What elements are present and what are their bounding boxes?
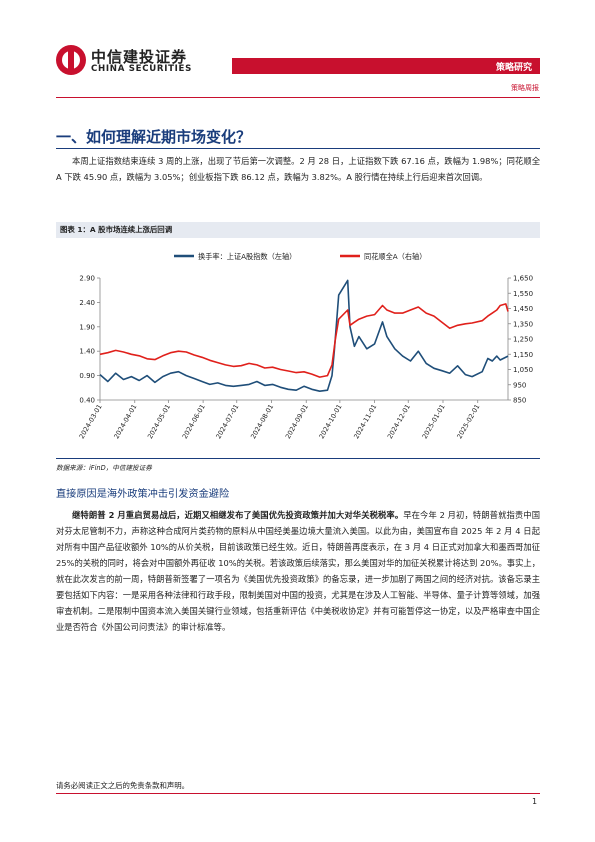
footer-divider	[56, 793, 540, 794]
y-left-tick-label: 2.40	[79, 299, 95, 307]
disclaimer-note: 请务必阅读正文之后的免责条款和声明。	[56, 781, 190, 790]
section-title: 一、如何理解近期市场变化？	[56, 128, 252, 146]
header-divider	[56, 97, 540, 98]
subheading: 直接原因是海外政策冲击引发资金避险	[56, 489, 230, 500]
y-right-tick-label: 1,550	[513, 290, 533, 298]
x-tick-label: 2025-02-01	[455, 403, 481, 440]
report-type-tag: 策略研究	[495, 63, 532, 73]
x-tick-label: 2024-12-01	[386, 403, 412, 440]
page-number: 1	[532, 797, 538, 806]
y-left-tick-label: 2.90	[79, 275, 95, 283]
y-left-tick-label: 0.40	[79, 397, 95, 405]
paragraph-body: 继特朗普 2 月重启贸易战后，近期又相继发布了美国优先投资政策并加大对华关税税率…	[56, 507, 540, 635]
paragraph-lead-bold: 继特朗普 2 月重启贸易战后，近期又相继发布了美国优先投资政策并加大对华关税税率…	[72, 510, 404, 520]
logo-mark-icon	[56, 45, 86, 75]
x-tick-label: 2024-07-01	[214, 403, 240, 440]
y-left-tick-label: 0.90	[79, 372, 95, 380]
y-right-tick-label: 850	[513, 397, 526, 405]
y-left-tick-label: 1.90	[79, 323, 95, 331]
source-divider	[56, 458, 540, 459]
legend: 换手率：上证A股指数（左轴） 同花顺全A（右轴）	[174, 252, 426, 261]
figure-title: 图表 1：A 股市场连续上涨后回调	[56, 222, 540, 238]
series-line-turnover	[99, 279, 509, 392]
section-divider	[56, 148, 540, 149]
x-tick-label: 2024-03-01	[78, 403, 104, 440]
logo-en-text: CHINA SECURITIES	[91, 64, 193, 74]
paragraph-intro: 本周上证指数结束连续 3 周的上涨，出现了节后第一次调整。2 月 28 日，上证…	[56, 156, 540, 182]
y-right-tick-label: 950	[513, 381, 526, 389]
x-tick-label: 2024-06-01	[181, 403, 207, 440]
legend-label-turnover: 换手率：上证A股指数（左轴）	[198, 252, 296, 261]
chart-axes: 2.90 2.40 1.90 1.40 0.90 0.40 1,650 1,550 1,450 1…	[78, 275, 533, 441]
y-right-tick-label: 1,450	[513, 305, 533, 313]
header-bar: 策略研究	[232, 58, 540, 74]
x-tick-label: 2025-01-01	[421, 403, 447, 440]
x-tick-label: 2024-10-01	[318, 403, 344, 440]
chart-series	[99, 279, 509, 392]
legend-label-index: 同花顺全A（右轴）	[364, 252, 426, 261]
report-subtype: 策略周报	[511, 84, 539, 92]
x-tick-label: 2024-11-01	[352, 403, 378, 440]
paragraph-body-text: 早在今年 2 月初，特朗普就指责中国对芬太尼管制不力，声称这种合成阿片类药物的原…	[56, 510, 540, 632]
figure-source: 数据来源：iFinD，中信建投证券	[56, 464, 152, 472]
company-logo: 中信建投证券 CHINA SECURITIES	[56, 45, 226, 81]
x-tick-label: 2024-04-01	[112, 403, 138, 440]
y-right-tick-label: 1,150	[513, 351, 533, 359]
y-right-tick-label: 1,650	[513, 275, 533, 283]
x-tick-label: 2024-05-01	[146, 403, 172, 440]
line-chart: 换手率：上证A股指数（左轴） 同花顺全A（右轴） 2.90 2.40 1.90 1.4…	[78, 252, 533, 441]
y-left-tick-label: 1.40	[79, 348, 95, 356]
series-line-index	[99, 303, 509, 378]
y-right-tick-label: 1,350	[513, 320, 533, 328]
y-right-tick-label: 1,050	[513, 366, 533, 374]
x-tick-label: 2024-08-01	[249, 403, 275, 440]
y-right-tick-label: 1,250	[513, 336, 533, 344]
logo-cn-text: 中信建投证券	[91, 48, 188, 66]
x-tick-label: 2024-09-01	[284, 403, 310, 440]
